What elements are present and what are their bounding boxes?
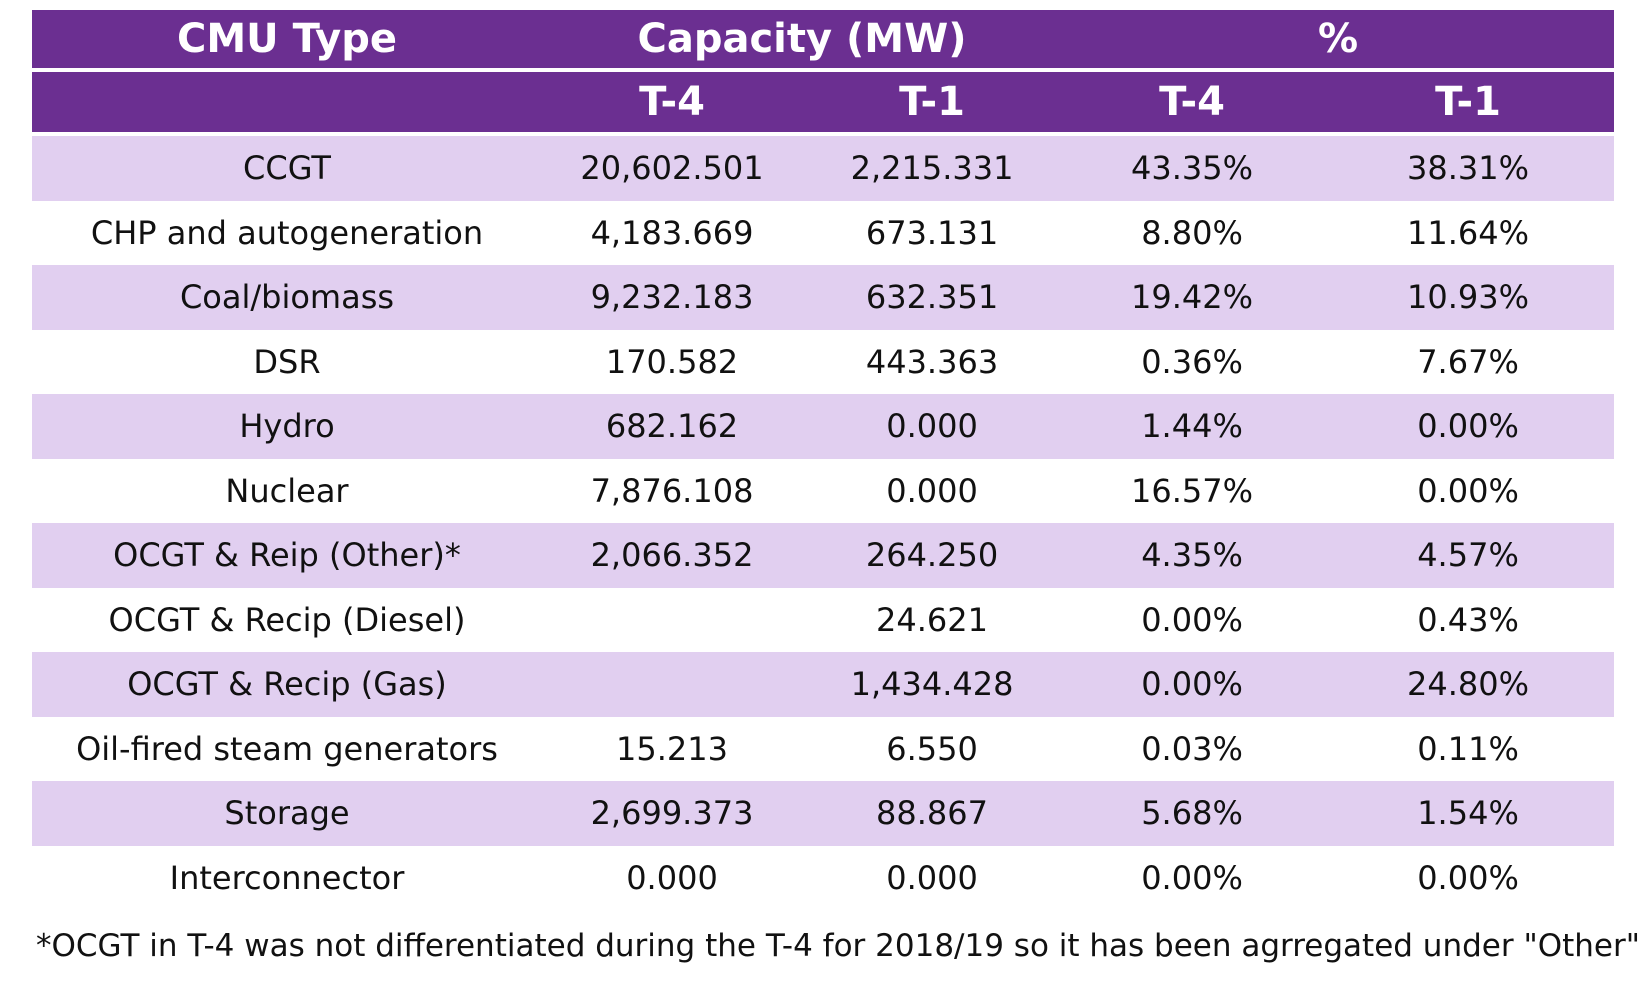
cell-cmu-type: CCGT — [32, 136, 542, 201]
cell-capacity-t1: 6.550 — [802, 716, 1063, 781]
cell-cmu-type: Hydro — [32, 394, 542, 459]
cell-percent-t4: 4.35% — [1062, 523, 1323, 588]
cell-percent-t1: 0.00% — [1322, 458, 1615, 523]
cell-percent-t4: 1.44% — [1062, 394, 1323, 459]
cell-capacity-t1: 0.000 — [802, 458, 1063, 523]
cell-capacity-t4: 20,602.501 — [542, 136, 802, 201]
cell-percent-t4: 0.00% — [1062, 845, 1323, 910]
cell-capacity-t1: 632.351 — [802, 265, 1063, 330]
cell-capacity-t1: 0.000 — [802, 394, 1063, 459]
table-row: OCGT & Recip (Gas) 1,434.428 0.00% 24.80… — [32, 652, 1615, 717]
cell-percent-t1: 0.11% — [1322, 716, 1615, 781]
cell-cmu-type: Interconnector — [32, 845, 542, 910]
cell-percent-t4: 0.03% — [1062, 716, 1323, 781]
header-percent-t1: T-1 — [1322, 72, 1615, 132]
table-row: OCGT & Recip (Diesel) 24.621 0.00% 0.43% — [32, 587, 1615, 652]
table-row: Coal/biomass 9,232.183 632.351 19.42% 10… — [32, 265, 1615, 330]
cell-capacity-t4: 9,232.183 — [542, 265, 802, 330]
table-row: Hydro 682.162 0.000 1.44% 0.00% — [32, 394, 1615, 459]
header-row-sub: T-4 T-1 T-4 T-1 — [32, 72, 1615, 132]
cell-percent-t4: 43.35% — [1062, 136, 1323, 201]
cell-cmu-type: Storage — [32, 781, 542, 846]
cell-cmu-type: Oil-fired steam generators — [32, 716, 542, 781]
header-cmu-type: CMU Type — [32, 10, 542, 68]
footnote: *OCGT in T-4 was not differentiated duri… — [36, 928, 1640, 964]
cell-cmu-type: DSR — [32, 329, 542, 394]
cell-percent-t1: 4.57% — [1322, 523, 1615, 588]
capacity-table-container: CMU Type Capacity (MW) % T-4 T-1 T-4 T-1… — [32, 10, 1615, 910]
cell-percent-t4: 0.00% — [1062, 587, 1323, 652]
cell-capacity-t1: 1,434.428 — [802, 652, 1063, 717]
cell-cmu-type: Coal/biomass — [32, 265, 542, 330]
table-row: OCGT & Reip (Other)* 2,066.352 264.250 4… — [32, 523, 1615, 588]
table-row: Interconnector 0.000 0.000 0.00% 0.00% — [32, 845, 1615, 910]
cell-cmu-type: CHP and autogeneration — [32, 200, 542, 265]
header-percent: % — [1062, 10, 1615, 68]
cell-percent-t1: 7.67% — [1322, 329, 1615, 394]
cell-percent-t4: 0.36% — [1062, 329, 1323, 394]
cell-cmu-type: OCGT & Recip (Diesel) — [32, 587, 542, 652]
cell-capacity-t4: 15.213 — [542, 716, 802, 781]
cell-capacity-t4: 4,183.669 — [542, 200, 802, 265]
cell-capacity-t4: 170.582 — [542, 329, 802, 394]
table-row: Nuclear 7,876.108 0.000 16.57% 0.00% — [32, 458, 1615, 523]
table-row: Storage 2,699.373 88.867 5.68% 1.54% — [32, 781, 1615, 846]
cell-capacity-t4: 682.162 — [542, 394, 802, 459]
cell-capacity-t1: 673.131 — [802, 200, 1063, 265]
cell-percent-t4: 19.42% — [1062, 265, 1323, 330]
cell-capacity-t4: 2,066.352 — [542, 523, 802, 588]
cell-cmu-type: OCGT & Recip (Gas) — [32, 652, 542, 717]
cell-capacity-t4: 7,876.108 — [542, 458, 802, 523]
cell-percent-t1: 0.00% — [1322, 845, 1615, 910]
table-row: CCGT 20,602.501 2,215.331 43.35% 38.31% — [32, 136, 1615, 201]
cell-percent-t1: 0.43% — [1322, 587, 1615, 652]
cell-cmu-type: OCGT & Reip (Other)* — [32, 523, 542, 588]
cell-percent-t1: 0.00% — [1322, 394, 1615, 459]
table-row: CHP and autogeneration 4,183.669 673.131… — [32, 200, 1615, 265]
cell-percent-t1: 38.31% — [1322, 136, 1615, 201]
cell-percent-t4: 16.57% — [1062, 458, 1323, 523]
cell-capacity-t4 — [542, 587, 802, 652]
cell-percent-t1: 1.54% — [1322, 781, 1615, 846]
cell-percent-t1: 10.93% — [1322, 265, 1615, 330]
cell-capacity-t1: 88.867 — [802, 781, 1063, 846]
cell-percent-t4: 0.00% — [1062, 652, 1323, 717]
cell-cmu-type: Nuclear — [32, 458, 542, 523]
cell-capacity-t1: 443.363 — [802, 329, 1063, 394]
header-capacity: Capacity (MW) — [542, 10, 1063, 68]
header-percent-t4: T-4 — [1062, 72, 1323, 132]
cell-capacity-t1: 24.621 — [802, 587, 1063, 652]
header-capacity-t1: T-1 — [802, 72, 1063, 132]
header-row-main: CMU Type Capacity (MW) % — [32, 10, 1615, 68]
cell-capacity-t4: 0.000 — [542, 845, 802, 910]
cell-percent-t4: 5.68% — [1062, 781, 1323, 846]
cell-capacity-t1: 2,215.331 — [802, 136, 1063, 201]
header-capacity-t4: T-4 — [542, 72, 802, 132]
cell-capacity-t4 — [542, 652, 802, 717]
cell-percent-t4: 8.80% — [1062, 200, 1323, 265]
cell-percent-t1: 24.80% — [1322, 652, 1615, 717]
table-row: Oil-fired steam generators 15.213 6.550 … — [32, 716, 1615, 781]
capacity-table: CMU Type Capacity (MW) % T-4 T-1 T-4 T-1… — [32, 10, 1615, 910]
header-sub-blank — [32, 72, 542, 132]
cell-capacity-t1: 264.250 — [802, 523, 1063, 588]
cell-capacity-t4: 2,699.373 — [542, 781, 802, 846]
cell-percent-t1: 11.64% — [1322, 200, 1615, 265]
table-row: DSR 170.582 443.363 0.36% 7.67% — [32, 329, 1615, 394]
cell-capacity-t1: 0.000 — [802, 845, 1063, 910]
